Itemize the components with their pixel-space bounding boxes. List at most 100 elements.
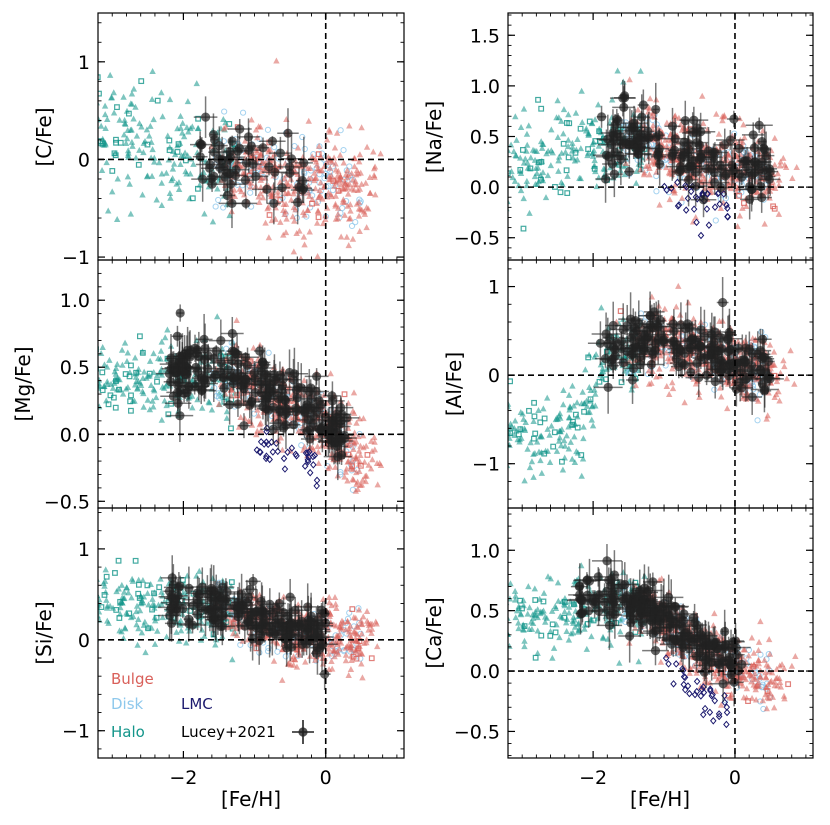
star-marker <box>552 416 560 423</box>
star-marker <box>525 122 532 129</box>
star-marker <box>531 173 539 180</box>
star-marker <box>705 221 713 229</box>
star-marker <box>723 201 730 209</box>
star-marker <box>538 176 544 183</box>
star-marker <box>591 162 598 169</box>
star-marker <box>544 172 552 179</box>
star-marker <box>740 121 747 128</box>
star-marker <box>564 190 571 196</box>
star-marker <box>157 347 165 354</box>
star-marker <box>277 218 284 225</box>
lucey-point <box>264 162 274 172</box>
star-marker <box>328 158 336 165</box>
lucey-point <box>216 358 226 368</box>
star-marker <box>236 185 243 192</box>
star-marker <box>257 163 264 170</box>
lucey-point <box>609 169 619 179</box>
star-marker <box>112 370 120 377</box>
star-marker <box>357 451 364 458</box>
star-marker <box>98 122 105 129</box>
star-marker <box>341 391 348 398</box>
star-marker <box>560 401 567 408</box>
star-marker <box>370 171 378 178</box>
star-marker <box>109 188 116 195</box>
star-marker <box>98 167 106 174</box>
star-marker <box>344 202 351 209</box>
star-marker <box>508 463 511 469</box>
star-marker <box>341 211 348 218</box>
star-marker <box>646 171 653 178</box>
star-marker <box>508 400 512 407</box>
star-marker <box>215 394 223 401</box>
star-marker <box>158 170 166 177</box>
star-marker <box>150 403 157 410</box>
star-marker <box>98 74 101 81</box>
lucey-point <box>606 140 617 150</box>
star-marker <box>781 363 788 370</box>
star-marker <box>158 416 166 423</box>
star-marker <box>125 110 132 117</box>
star-marker <box>585 130 592 137</box>
star-marker <box>345 458 352 465</box>
plot-area-mgfe <box>90 304 385 494</box>
star-marker <box>356 468 363 475</box>
star-marker <box>560 437 568 444</box>
star-marker <box>645 108 652 115</box>
star-marker <box>343 465 350 472</box>
lucey-point <box>220 172 230 182</box>
star-marker <box>663 186 671 194</box>
star-marker <box>578 472 585 479</box>
star-marker <box>517 425 525 432</box>
lucey-point <box>199 374 209 384</box>
star-marker <box>633 179 640 186</box>
star-marker <box>122 120 129 127</box>
star-marker <box>560 130 567 137</box>
star-marker <box>699 92 706 99</box>
star-marker <box>574 424 581 431</box>
lucey-point <box>718 297 728 308</box>
star-marker <box>337 233 345 240</box>
star-marker <box>531 413 538 420</box>
star-marker <box>527 154 535 161</box>
star-marker <box>565 154 572 161</box>
lucey-point <box>627 375 638 385</box>
star-marker <box>656 365 663 372</box>
star-marker <box>149 146 156 153</box>
star-marker <box>239 109 247 116</box>
star-marker <box>263 452 270 460</box>
star-marker <box>332 166 340 173</box>
star-marker <box>90 375 96 381</box>
star-marker <box>497 422 503 428</box>
star-marker <box>266 455 273 464</box>
lucey-point <box>734 143 744 154</box>
star-marker <box>300 233 308 240</box>
star-marker <box>194 185 201 192</box>
star-marker <box>577 125 584 132</box>
star-marker <box>301 443 308 450</box>
star-marker <box>520 195 527 202</box>
star-marker <box>576 174 583 181</box>
lucey-point <box>283 128 293 138</box>
lucey-point <box>715 356 725 367</box>
star-marker <box>228 425 234 432</box>
star-marker <box>146 357 154 364</box>
star-marker <box>247 179 255 186</box>
star-marker <box>353 419 360 426</box>
star-marker <box>131 381 139 388</box>
star-marker <box>585 146 591 153</box>
star-marker <box>348 170 355 177</box>
star-marker <box>555 167 562 174</box>
star-marker <box>349 463 356 470</box>
star-marker <box>122 371 129 377</box>
star-marker <box>90 131 96 137</box>
star-marker <box>734 338 742 345</box>
star-marker <box>711 203 719 211</box>
star-marker <box>770 348 778 355</box>
star-marker <box>355 199 363 206</box>
star-marker <box>277 434 285 441</box>
lucey-point <box>619 91 630 101</box>
lucey-point <box>268 402 278 412</box>
star-marker <box>184 98 192 105</box>
star-marker <box>290 190 297 197</box>
star-marker <box>527 165 534 172</box>
